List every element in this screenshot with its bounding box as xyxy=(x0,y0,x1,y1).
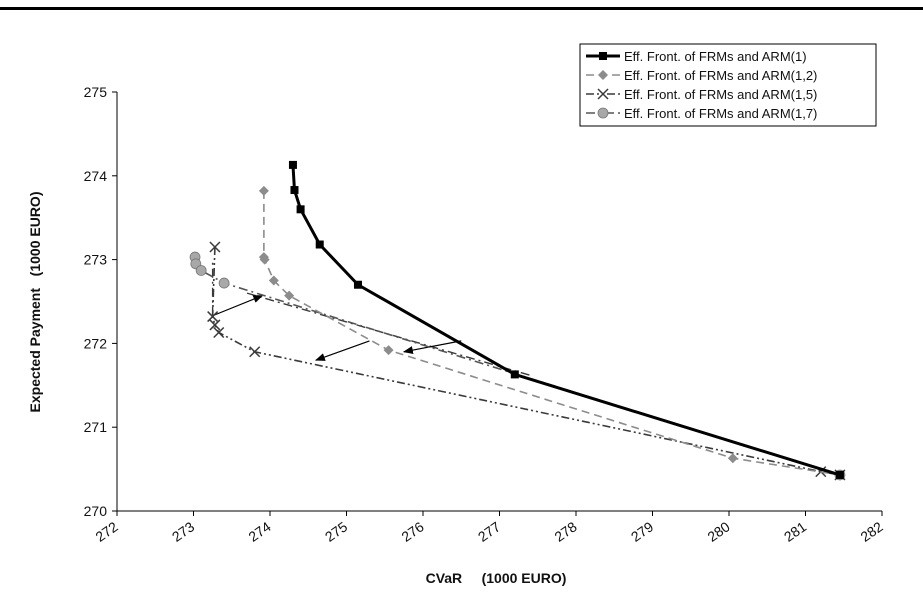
x-tick-label: 274 xyxy=(245,518,273,545)
data-point-x-stroke xyxy=(249,346,261,358)
data-point-diamond xyxy=(259,254,270,265)
data-point-diamond xyxy=(383,345,394,356)
data-point-x-stroke xyxy=(207,311,219,323)
x-tick-label: 273 xyxy=(169,518,197,545)
data-point-diamond xyxy=(268,275,279,286)
annotation-arrow xyxy=(212,295,264,317)
data-point-diamond xyxy=(284,290,295,301)
series-line xyxy=(194,256,841,476)
legend-item: Eff. Front. of FRMs and ARM(1) xyxy=(586,49,807,64)
legend-box xyxy=(579,43,877,127)
series-1 xyxy=(288,160,844,479)
series-line xyxy=(291,164,841,477)
series-layer xyxy=(189,160,846,481)
data-point-x-stroke xyxy=(213,326,225,339)
annotation-arrow xyxy=(314,340,370,361)
data-point-square xyxy=(353,280,362,289)
data-point-square xyxy=(290,186,299,195)
x-tick-label: 280 xyxy=(704,518,732,545)
data-point-x xyxy=(209,319,221,331)
y-tick-label: 273 xyxy=(84,252,108,268)
y-tick-label: 274 xyxy=(84,168,108,184)
legend-item: Eff. Front. of FRMs and ARM(1,5) xyxy=(586,87,817,102)
data-point-x-stroke xyxy=(209,319,221,331)
y-tick-label: 270 xyxy=(84,503,108,519)
data-point-x xyxy=(249,346,261,358)
data-point-diamond xyxy=(727,453,738,464)
data-point-circle xyxy=(597,107,609,119)
series-2 xyxy=(258,185,845,480)
x-tick-label: 276 xyxy=(398,518,426,545)
x-tick-label: 282 xyxy=(857,518,885,545)
data-point-diamond xyxy=(258,185,269,196)
legend-label: Eff. Front. of FRMs and ARM(1,5) xyxy=(624,87,817,102)
x-tick-label: 281 xyxy=(781,518,809,545)
data-point-square xyxy=(315,240,324,249)
y-axis-label: Expected Payment (1000 EURO) xyxy=(27,192,43,413)
legend: Eff. Front. of FRMs and ARM(1) Eff. Front… xyxy=(579,43,877,127)
series-line xyxy=(211,247,841,476)
data-point-square xyxy=(599,52,607,60)
x-tick-label: 278 xyxy=(551,518,579,545)
x-tick-label: 272 xyxy=(92,518,120,545)
data-point-circle xyxy=(195,265,207,276)
x-tick-label: 277 xyxy=(475,518,503,545)
data-point-x xyxy=(213,326,225,339)
data-point-square xyxy=(288,160,297,169)
data-point-square xyxy=(510,370,519,379)
y-tick-label: 271 xyxy=(84,419,108,435)
series-line xyxy=(263,190,841,476)
top-rule xyxy=(0,7,923,10)
data-point-x xyxy=(209,241,221,253)
data-point-diamond xyxy=(598,70,608,80)
y-tick-label: 272 xyxy=(84,335,108,351)
data-point-square xyxy=(296,205,305,214)
legend-item: Eff. Front. of FRMs and ARM(1,2) xyxy=(586,68,817,83)
legend-label: Eff. Front. of FRMs and ARM(1,2) xyxy=(624,68,817,83)
series-3 xyxy=(207,241,846,481)
data-point-x xyxy=(597,88,609,100)
x-axis-label: CVaR (1000 EURO) xyxy=(426,570,567,586)
annotation-layer xyxy=(211,259,531,376)
data-point-x-stroke xyxy=(597,88,609,100)
data-point-circle xyxy=(218,277,230,289)
legend-item: Eff. Front. of FRMs and ARM(1,7) xyxy=(586,106,817,121)
data-point-x xyxy=(207,311,219,323)
legend-label: Eff. Front. of FRMs and ARM(1,7) xyxy=(624,106,817,121)
x-tick-label: 279 xyxy=(628,518,656,545)
annotation-arrow xyxy=(402,340,462,355)
y-tick-label: 275 xyxy=(84,84,108,100)
legend-label: Eff. Front. of FRMs and ARM(1) xyxy=(624,49,807,64)
x-tick-label: 275 xyxy=(322,518,350,545)
data-point-x-stroke xyxy=(209,241,221,253)
data-point-square xyxy=(835,470,844,479)
axes-layer: 270 271 272 273 274 275 272 273 274 275 276 277 278 2… xyxy=(84,84,886,545)
